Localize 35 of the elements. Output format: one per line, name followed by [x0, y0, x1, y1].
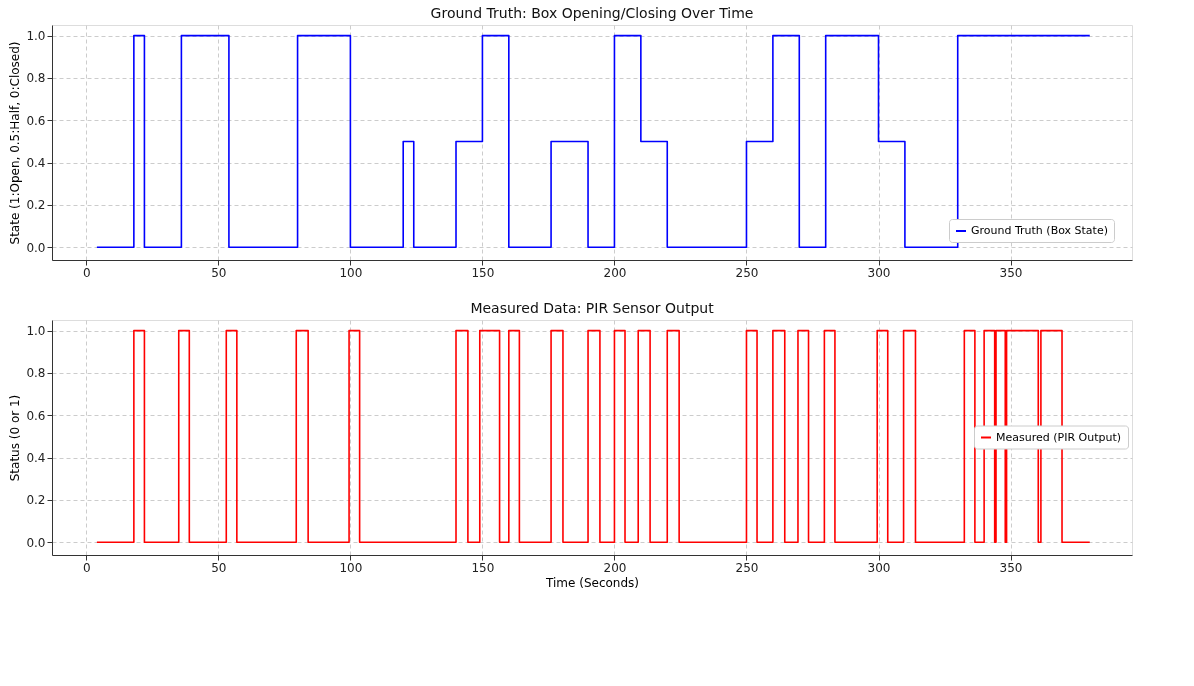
y-tick-label: 0.2	[26, 198, 46, 213]
y-tick-label: 0.4	[26, 451, 46, 466]
y-axis-title: State (1:Open, 0.5:Half, 0:Closed)	[8, 41, 23, 245]
x-tick-label: 250	[735, 265, 759, 280]
x-tick-label: 350	[999, 265, 1023, 280]
y-tick-label: 0.4	[26, 156, 46, 171]
y-tick-label: 0.6	[26, 113, 46, 128]
y-tick-label: 0.8	[26, 71, 46, 86]
x-tick-label: 100	[339, 265, 363, 280]
x-tick-label: 250	[735, 560, 759, 575]
x-tick-label: 150	[471, 265, 495, 280]
y-tick-label: 0.6	[26, 408, 46, 423]
y-tick-label: 1.0	[26, 324, 46, 339]
x-tick-label: 50	[211, 560, 227, 575]
legend-label: Ground Truth (Box State)	[971, 224, 1108, 237]
y-tick-label: 0.2	[26, 493, 46, 508]
x-tick-label: 150	[471, 560, 495, 575]
y-tick-label: 1.0	[26, 29, 46, 44]
y-tick-label: 0.0	[26, 240, 46, 255]
y-axis-title: Status (0 or 1)	[8, 394, 23, 482]
x-tick-label: 350	[999, 560, 1023, 575]
chart-title: Measured Data: PIR Sensor Output	[470, 300, 715, 316]
x-tick-label: 0	[83, 265, 91, 280]
x-tick-label: 300	[867, 265, 891, 280]
x-axis-title: Time (Seconds)	[545, 575, 639, 590]
legend-label: Measured (PIR Output)	[996, 430, 1122, 444]
x-tick-label: 50	[211, 265, 227, 280]
chart-title: Ground Truth: Box Opening/Closing Over Time	[430, 5, 754, 21]
x-tick-label: 0	[83, 560, 91, 575]
x-tick-label: 200	[603, 265, 627, 280]
y-tick-label: 0.8	[26, 366, 46, 381]
x-tick-label: 200	[603, 560, 627, 575]
x-tick-label: 300	[867, 560, 891, 575]
x-tick-label: 100	[339, 560, 363, 575]
y-tick-label: 0.0	[26, 535, 46, 550]
